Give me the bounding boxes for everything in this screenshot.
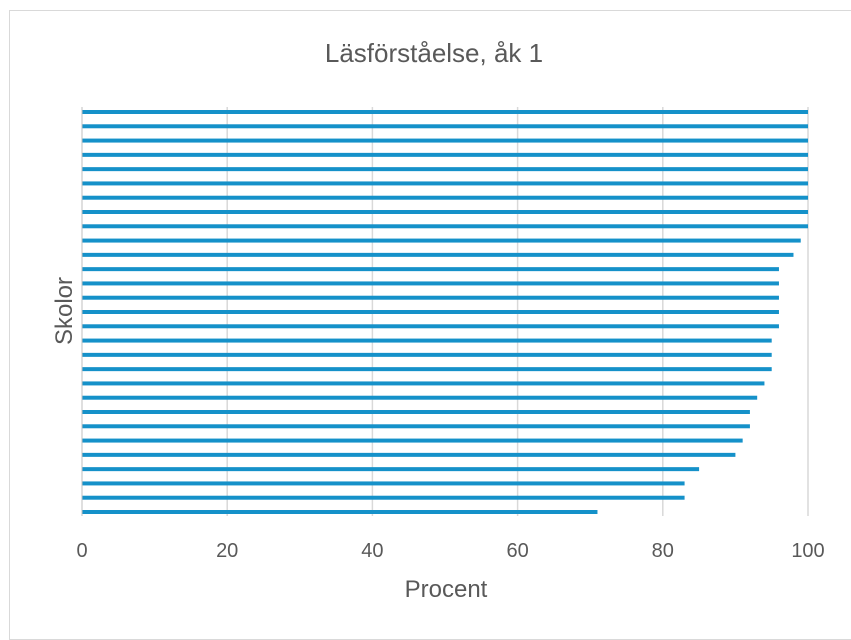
bar xyxy=(82,152,808,157)
bar xyxy=(82,238,801,243)
x-axis-label: Procent xyxy=(405,576,488,603)
bar xyxy=(82,124,808,129)
bar xyxy=(82,267,779,272)
x-tick-label: 20 xyxy=(216,540,238,562)
x-tick-label: 0 xyxy=(76,540,87,562)
y-axis-label: Skolor xyxy=(51,277,78,345)
x-tick-label: 80 xyxy=(652,540,674,562)
bar xyxy=(82,138,808,143)
bar xyxy=(82,467,700,472)
bar xyxy=(82,252,794,257)
bars xyxy=(82,110,808,514)
x-tick-label: 100 xyxy=(791,540,824,562)
bar xyxy=(82,495,685,500)
bar xyxy=(82,310,779,314)
bar xyxy=(82,510,598,514)
bar xyxy=(82,438,743,443)
x-tick-label: 40 xyxy=(361,540,383,562)
bar xyxy=(82,352,772,357)
bar xyxy=(82,210,808,214)
x-tick-label: 60 xyxy=(506,540,528,562)
bar xyxy=(82,338,772,343)
bar xyxy=(82,395,758,400)
bar xyxy=(82,167,808,172)
bar xyxy=(82,110,808,114)
chart-title: Läsförståelse, åk 1 xyxy=(325,38,543,68)
bar xyxy=(82,181,808,186)
bar xyxy=(82,324,779,329)
bar xyxy=(82,381,765,386)
bar xyxy=(82,295,779,300)
bar xyxy=(82,424,750,429)
x-tick-labels: 0 20 40 60 80 100 xyxy=(76,540,824,562)
bar xyxy=(82,410,750,414)
bar xyxy=(82,281,779,286)
bar xyxy=(82,481,685,486)
bar xyxy=(82,224,808,229)
bar xyxy=(82,452,736,457)
bar xyxy=(82,195,808,200)
bar xyxy=(82,367,772,372)
